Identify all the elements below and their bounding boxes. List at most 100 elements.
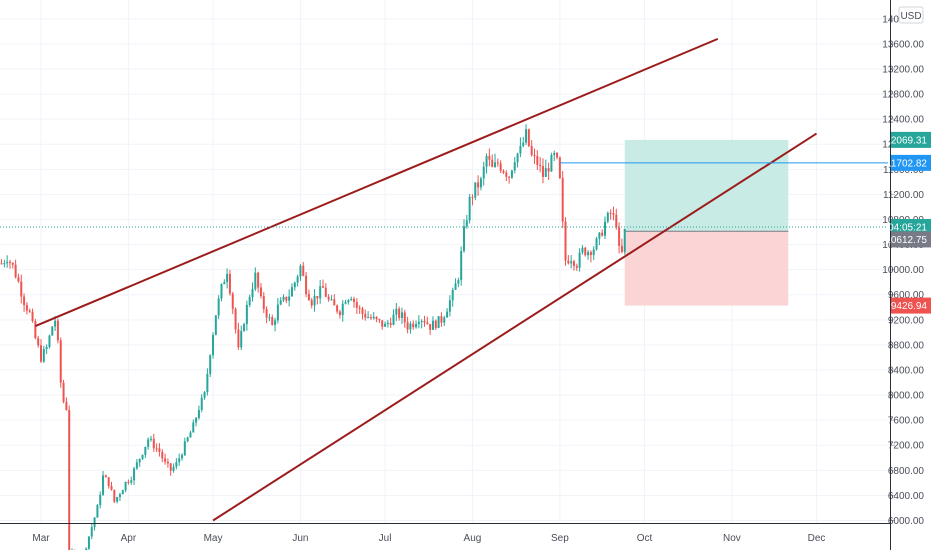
y-tick-label: 7200.00 [888,441,925,452]
candle-body [186,437,189,442]
candle-body [446,311,449,318]
candle-body [147,439,150,447]
currency-button[interactable]: USD [898,6,924,24]
position-tool[interactable] [624,139,789,306]
candle-body [293,282,296,288]
candle-body [175,462,178,467]
candle-body [305,275,308,294]
candle-body [609,212,612,214]
candle-body [178,458,181,463]
candle-body [570,261,573,264]
candle-body [553,152,556,156]
candle-body [237,329,240,348]
candle-body [620,245,623,252]
candle-body [471,196,474,198]
price-tag-label: 12069.31 [885,135,927,146]
y-tick-label: 8800.00 [888,340,925,351]
candle-body [423,320,426,323]
candle-body [338,311,341,316]
candlestick-series [0,124,626,550]
channel-lower-line[interactable] [212,132,818,522]
drawings[interactable] [0,37,888,522]
candle-body [118,494,121,498]
candle-body [288,296,291,301]
price-tag [891,297,931,314]
candle-body [302,265,305,276]
candle-body [226,273,229,283]
candle-body [133,468,136,481]
candle-body [429,324,432,330]
candle-body [516,153,519,163]
candle-body [56,320,59,341]
y-tick-label: 13600.00 [882,39,924,50]
y-tick-label: 13200.00 [882,64,924,75]
candle-body [581,247,584,253]
y-tick-label: 6000.00 [888,516,925,527]
candle-body [440,316,443,323]
candle-body [406,322,409,330]
candle-body [541,166,544,177]
y-tick-label: 8400.00 [888,365,925,376]
candle-body [310,300,313,306]
candle-body [11,262,14,265]
candle-body [251,289,254,298]
candle-body [138,458,141,463]
candle-body [262,296,265,310]
candle-body [417,321,420,325]
candle-body [197,409,200,418]
candle-body [6,261,9,264]
candle-body [152,438,155,449]
candle-body [434,320,437,328]
candle-body [550,155,553,172]
candle-body [37,338,40,346]
candle-body [598,232,601,239]
currency-button-frame[interactable] [898,6,924,24]
x-tick-label: Nov [723,533,741,544]
candle-body [189,432,192,438]
candle-body [499,163,502,171]
candle-body [166,461,169,464]
candle-body [412,323,415,328]
candle-body [415,324,418,328]
candle-body [460,250,463,281]
candle-body [604,221,606,236]
candle-body [31,311,34,322]
candle-body [65,401,68,410]
candle-body [307,293,310,301]
candle-body [0,263,3,265]
candle-body [25,305,28,311]
currency-label[interactable]: USD [900,11,921,22]
x-axis[interactable]: Mar Apr May Jun Jul Aug Sep Oct Nov Dec [0,523,891,545]
candle-body [299,265,302,277]
candle-body [45,347,48,349]
candle-body [285,296,288,301]
y-tick-label: 7600.00 [888,416,925,427]
candle-body [319,286,322,299]
target-zone[interactable] [624,139,789,232]
y-tick-label: 6400.00 [888,491,925,502]
candle-body [59,340,62,383]
candle-body [465,220,468,227]
candle-body [513,162,516,171]
candle-body [3,263,6,265]
candle-body [578,252,581,268]
candle-body [358,307,361,309]
candle-body [589,252,592,256]
y-tick-label: 9600.00 [888,290,925,301]
x-tick-label: Mar [32,533,50,544]
channel-upper-line[interactable] [34,37,719,328]
candle-body [457,280,460,284]
candle-body [398,308,401,318]
candle-body [367,317,370,319]
candle-body [245,304,248,325]
stop-zone[interactable] [624,231,789,306]
x-tick-label: May [204,533,223,544]
candle-body [158,448,161,452]
candle-body [127,481,130,483]
candle-body [477,182,480,188]
x-tick-label: Jul [379,533,392,544]
candle-body [400,312,403,318]
